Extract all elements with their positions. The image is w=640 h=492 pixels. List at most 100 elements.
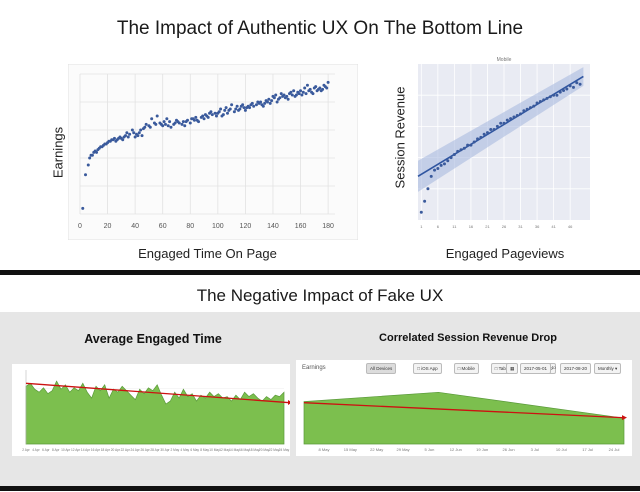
x-tick-label: 22 May [269, 448, 280, 452]
x-tick-label: 1 [420, 224, 423, 229]
x-tick-label: 16 May [239, 448, 250, 452]
x-tick-label: 19 Jun [476, 447, 488, 452]
data-point [235, 104, 239, 108]
data-point [485, 131, 489, 135]
data-point [88, 156, 92, 160]
x-tick-label: 180 [322, 223, 334, 230]
data-point [571, 85, 575, 89]
data-point [250, 101, 254, 105]
data-point [578, 82, 582, 86]
data-point [505, 118, 509, 122]
fit-line [417, 75, 584, 178]
x-tick-label: 20 May [259, 448, 270, 452]
calendar-icon[interactable]: ▦ [506, 363, 519, 374]
data-point [261, 104, 265, 108]
data-point [555, 93, 559, 97]
data-point [519, 112, 523, 116]
data-point [294, 93, 298, 97]
data-point [213, 111, 217, 115]
x-tick-label: 12 May [219, 448, 230, 452]
data-point [321, 87, 325, 91]
ios-app-button[interactable]: □ iOS App [413, 363, 442, 374]
data-point [183, 124, 187, 128]
data-point [535, 101, 539, 105]
data-point [449, 156, 453, 160]
date-end-input[interactable]: 2017-08-20 [560, 363, 592, 374]
data-point [267, 97, 271, 101]
data-point [143, 125, 147, 129]
data-point [311, 92, 315, 96]
data-point [234, 107, 238, 111]
data-point [532, 104, 536, 108]
data-point [525, 107, 529, 111]
data-point [139, 128, 143, 132]
x-tick-label: 160 [295, 223, 307, 230]
session-revenue-x-label: Engaged Pageviews [445, 246, 565, 261]
x-tick-label: 18 May [249, 448, 260, 452]
data-point [290, 93, 294, 97]
data-point [148, 125, 152, 129]
lower-title: The Negative Impact of Fake UX [196, 286, 444, 305]
data-point [282, 93, 286, 97]
data-point [489, 128, 493, 132]
data-point [128, 132, 132, 136]
x-tick-label: 24 May [279, 448, 290, 452]
data-point [268, 101, 272, 105]
all-devices-button[interactable]: All Devices [366, 363, 397, 374]
x-tick-label: 10 Jul [556, 447, 567, 452]
data-point [232, 110, 236, 114]
x-tick-label: 8 May [319, 447, 330, 452]
x-tick-label: 8 May [200, 448, 209, 452]
avg-engaged-panel: 2 Apr 4 Apr 6 Apr 8 Apr 10 Apr 12 Apr 14 Apr 16… [12, 364, 292, 456]
x-tick-label: 24 Apr [131, 448, 141, 452]
data-point [223, 108, 227, 112]
data-point [285, 94, 289, 98]
data-point [545, 96, 549, 100]
data-point [180, 122, 184, 126]
data-point [499, 121, 503, 125]
confidence-band [418, 67, 584, 192]
data-point [259, 100, 263, 104]
x-tick-label: 46 [568, 224, 573, 229]
data-point [318, 86, 322, 90]
x-tick-label: 10 Apr [61, 448, 71, 452]
data-point [300, 93, 304, 97]
earnings-chart: 0 20 40 60 80 100 120 140 160 180 [67, 63, 359, 241]
x-tick-label: 30 Apr [160, 448, 170, 452]
interval-select[interactable]: Monthly ▾ [594, 363, 622, 374]
revenue-drop-svg: 8 May 15 May 22 May 29 May 5 Jun 12 Jun 19 Jun… [303, 391, 627, 452]
data-point [150, 117, 154, 121]
data-point [542, 98, 546, 102]
x-tick-label: 21 [485, 224, 490, 229]
data-point [241, 103, 245, 107]
x-tick-label: 26 Apr [140, 448, 150, 452]
x-tick-label: 0 [78, 223, 82, 230]
data-point [210, 113, 214, 117]
area-series [303, 391, 625, 445]
data-point [230, 103, 234, 107]
data-point [95, 150, 99, 154]
data-point [265, 100, 269, 104]
mobile-button[interactable]: □ Mobile [453, 363, 479, 374]
x-tick-label: 60 [159, 223, 167, 230]
data-point [133, 135, 137, 139]
data-point [173, 121, 177, 125]
date-start-input[interactable]: 2017-05-01 [520, 363, 552, 374]
data-point [252, 104, 256, 108]
data-point [305, 83, 309, 87]
data-point [81, 206, 85, 210]
earnings-x-label: Engaged Time On Page [138, 246, 277, 261]
data-point [197, 120, 201, 124]
data-point [472, 140, 476, 144]
data-point [279, 92, 283, 96]
main-title: The Impact of Authentic UX On The Bottom… [116, 18, 524, 39]
data-point [194, 115, 198, 119]
x-tick-label: 22 May [370, 447, 383, 452]
data-point [112, 136, 116, 140]
data-point [224, 106, 228, 110]
x-tick-label: 80 [186, 223, 194, 230]
x-tick-label: 6 Apr [42, 448, 50, 452]
session-revenue-chart: Mobile 1 6 11 16 21 26 31 36 41 46 [412, 54, 598, 234]
x-tick-label: 26 [502, 224, 507, 229]
